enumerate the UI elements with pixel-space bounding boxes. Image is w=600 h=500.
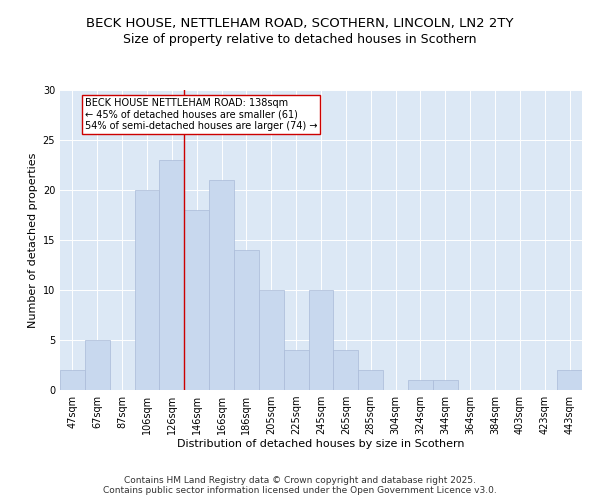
Bar (60, 370, 85, 390)
Text: BECK HOUSE NETTLEHAM ROAD: 138sqm
← 45% of detached houses are smaller (61)
54% : BECK HOUSE NETTLEHAM ROAD: 138sqm ← 45% … (85, 98, 317, 131)
Bar (209, 180, 234, 390)
Bar (234, 250, 259, 390)
Bar (85, 340, 110, 390)
Bar (184, 210, 209, 390)
Bar (557, 370, 582, 390)
Bar (408, 380, 433, 390)
Bar (358, 370, 383, 390)
Text: BECK HOUSE, NETTLEHAM ROAD, SCOTHERN, LINCOLN, LN2 2TY: BECK HOUSE, NETTLEHAM ROAD, SCOTHERN, LI… (86, 18, 514, 30)
Bar (134, 190, 160, 390)
Bar (160, 160, 184, 390)
Bar (334, 350, 358, 390)
Text: Contains HM Land Registry data © Crown copyright and database right 2025.
Contai: Contains HM Land Registry data © Crown c… (103, 476, 497, 495)
Text: Size of property relative to detached houses in Scothern: Size of property relative to detached ho… (123, 32, 477, 46)
Bar (433, 380, 458, 390)
Bar (259, 290, 284, 390)
Bar (308, 290, 334, 390)
Bar (284, 350, 308, 390)
Y-axis label: Number of detached properties: Number of detached properties (28, 152, 38, 328)
X-axis label: Distribution of detached houses by size in Scothern: Distribution of detached houses by size … (177, 438, 465, 448)
